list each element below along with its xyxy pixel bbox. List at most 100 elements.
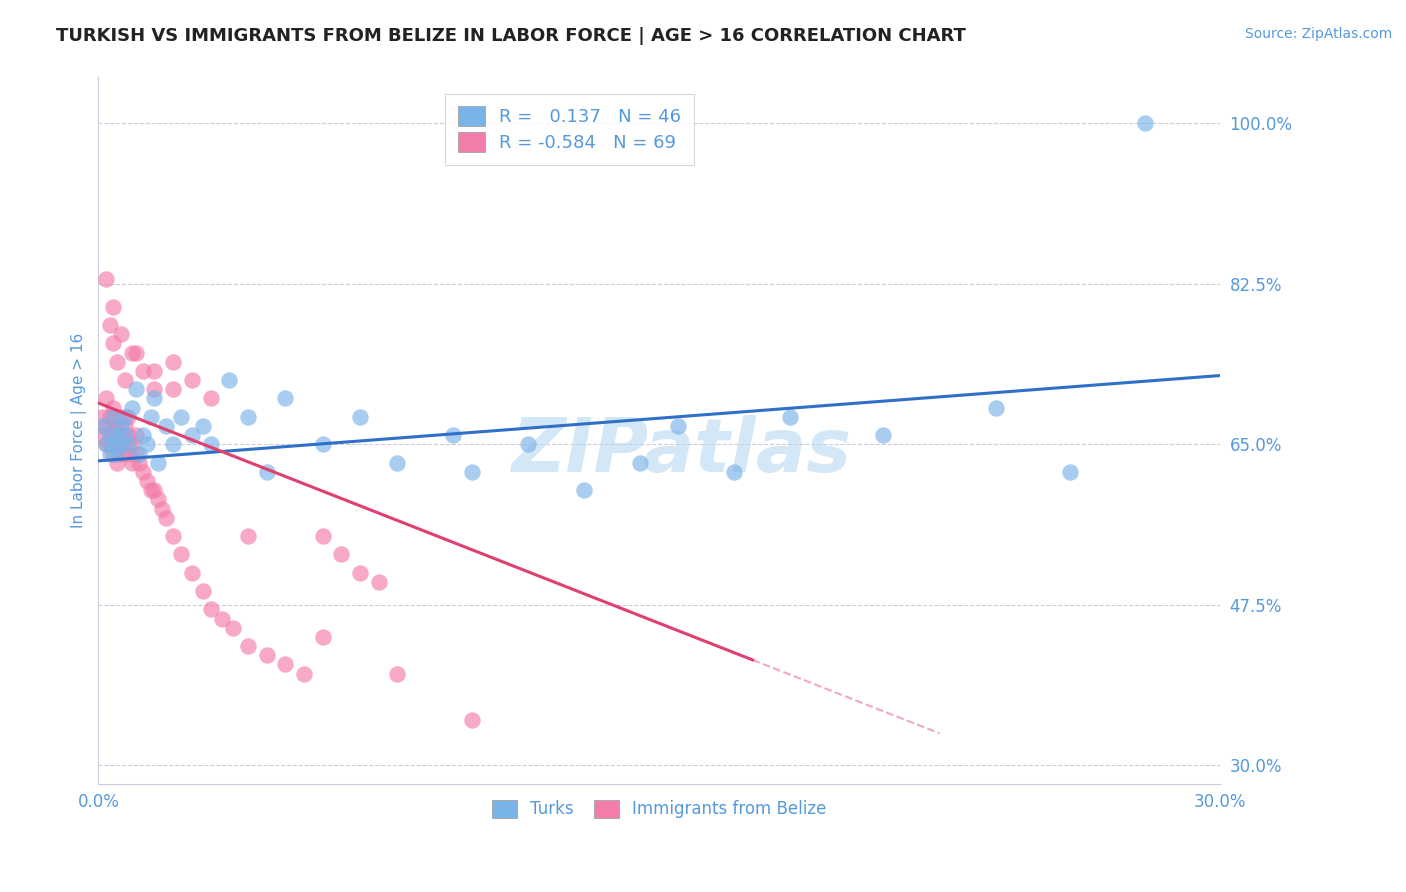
Point: [146, 492, 169, 507]
Point: [311, 529, 333, 543]
Point: [114, 419, 136, 434]
Point: [349, 409, 371, 424]
Point: [98, 446, 121, 460]
Point: [367, 574, 389, 589]
Point: [200, 602, 222, 616]
Point: [218, 373, 240, 387]
Y-axis label: In Labor Force | Age > 16: In Labor Force | Age > 16: [72, 333, 87, 528]
Point: [143, 364, 166, 378]
Point: [191, 419, 214, 434]
Point: [117, 446, 139, 460]
Point: [236, 409, 259, 424]
Point: [110, 409, 132, 424]
Point: [94, 272, 117, 286]
Point: [103, 446, 125, 460]
Point: [91, 419, 114, 434]
Point: [117, 428, 139, 442]
Point: [125, 345, 148, 359]
Point: [128, 446, 150, 460]
Point: [666, 419, 689, 434]
Point: [443, 428, 465, 442]
Point: [311, 437, 333, 451]
Point: [110, 437, 132, 451]
Point: [236, 639, 259, 653]
Point: [349, 566, 371, 580]
Point: [94, 419, 117, 434]
Point: [162, 437, 184, 451]
Point: [139, 409, 162, 424]
Point: [274, 657, 297, 672]
Point: [98, 428, 121, 442]
Legend: Turks, Immigrants from Belize: Turks, Immigrants from Belize: [485, 793, 834, 825]
Point: [211, 612, 233, 626]
Point: [105, 456, 128, 470]
Point: [574, 483, 596, 498]
Point: [103, 409, 125, 424]
Point: [256, 648, 278, 663]
Point: [236, 529, 259, 543]
Point: [143, 382, 166, 396]
Point: [98, 409, 121, 424]
Text: TURKISH VS IMMIGRANTS FROM BELIZE IN LABOR FORCE | AGE > 16 CORRELATION CHART: TURKISH VS IMMIGRANTS FROM BELIZE IN LAB…: [56, 27, 966, 45]
Point: [103, 401, 125, 415]
Point: [125, 382, 148, 396]
Point: [98, 428, 121, 442]
Point: [723, 465, 745, 479]
Point: [121, 437, 143, 451]
Point: [94, 392, 117, 406]
Point: [461, 465, 484, 479]
Point: [103, 419, 125, 434]
Point: [98, 437, 121, 451]
Point: [94, 437, 117, 451]
Point: [162, 382, 184, 396]
Point: [200, 437, 222, 451]
Point: [461, 713, 484, 727]
Point: [628, 456, 651, 470]
Point: [128, 456, 150, 470]
Point: [105, 446, 128, 460]
Point: [117, 409, 139, 424]
Point: [110, 428, 132, 442]
Text: ZIPatlas: ZIPatlas: [512, 416, 852, 488]
Point: [105, 355, 128, 369]
Point: [114, 373, 136, 387]
Point: [136, 437, 159, 451]
Point: [103, 437, 125, 451]
Point: [387, 666, 409, 681]
Point: [114, 428, 136, 442]
Point: [103, 336, 125, 351]
Point: [517, 437, 540, 451]
Point: [330, 548, 353, 562]
Point: [103, 300, 125, 314]
Point: [114, 437, 136, 451]
Point: [91, 428, 114, 442]
Point: [779, 409, 801, 424]
Point: [984, 401, 1007, 415]
Point: [125, 446, 148, 460]
Point: [1133, 116, 1156, 130]
Point: [155, 510, 177, 524]
Point: [169, 409, 191, 424]
Point: [105, 437, 128, 451]
Point: [132, 465, 155, 479]
Point: [121, 456, 143, 470]
Point: [191, 584, 214, 599]
Point: [292, 666, 315, 681]
Point: [150, 501, 173, 516]
Point: [110, 327, 132, 342]
Point: [125, 428, 148, 442]
Point: [1059, 465, 1081, 479]
Point: [143, 392, 166, 406]
Point: [146, 456, 169, 470]
Text: Source: ZipAtlas.com: Source: ZipAtlas.com: [1244, 27, 1392, 41]
Point: [91, 409, 114, 424]
Point: [143, 483, 166, 498]
Point: [110, 446, 132, 460]
Point: [162, 355, 184, 369]
Point: [132, 364, 155, 378]
Point: [132, 428, 155, 442]
Point: [311, 630, 333, 644]
Point: [222, 621, 245, 635]
Point: [105, 428, 128, 442]
Point: [155, 419, 177, 434]
